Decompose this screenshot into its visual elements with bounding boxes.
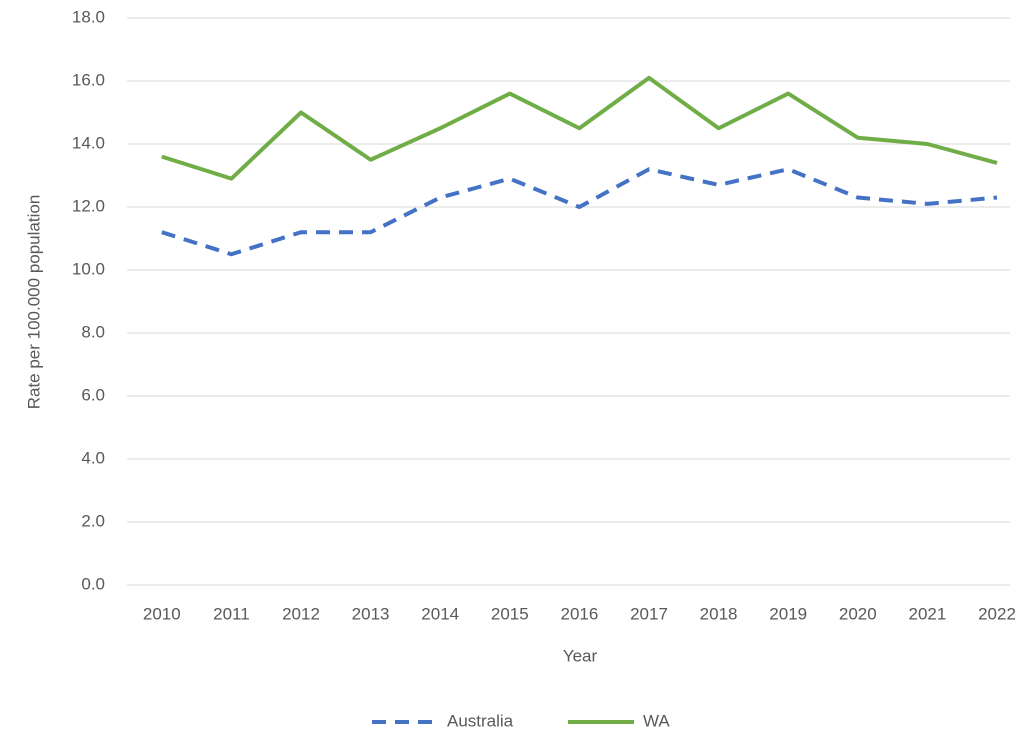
y-tick-label: 2.0 [81, 511, 105, 530]
y-tick-label: 4.0 [81, 448, 105, 467]
x-tick-label: 2013 [352, 604, 390, 623]
y-axis-title: Rate per 100.000 population [24, 195, 43, 410]
y-tick-label: 10.0 [72, 259, 105, 278]
x-tick-label: 2011 [213, 604, 250, 623]
y-tick-label: 12.0 [72, 196, 105, 215]
x-tick-label: 2016 [560, 604, 598, 623]
legend-label: WA [643, 711, 670, 730]
y-tick-label: 0.0 [81, 574, 105, 593]
x-tick-label: 2020 [839, 604, 877, 623]
series-line [161, 167, 998, 257]
y-tick-label: 8.0 [81, 322, 105, 341]
x-tick-label: 2021 [908, 604, 946, 623]
x-tick-label: 2010 [143, 604, 181, 623]
y-tick-label: 16.0 [72, 70, 105, 89]
series-line [161, 75, 998, 181]
y-tick-label: 18.0 [72, 7, 105, 26]
x-tick-label: 2012 [282, 604, 320, 623]
x-tick-label: 2014 [421, 604, 459, 623]
y-tick-label: 14.0 [72, 133, 105, 152]
y-tick-label: 6.0 [81, 385, 105, 404]
legend-label: Australia [447, 711, 514, 730]
x-tick-label: 2018 [700, 604, 738, 623]
x-axis-title: Year [563, 646, 598, 665]
x-tick-label: 2017 [630, 604, 668, 623]
x-tick-label: 2015 [491, 604, 529, 623]
x-tick-label: 2019 [769, 604, 807, 623]
x-tick-label: 2022 [978, 604, 1016, 623]
